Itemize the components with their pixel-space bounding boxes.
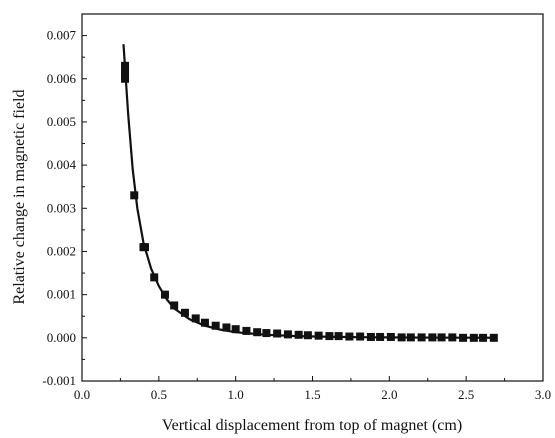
x-tick-label: 0.5 bbox=[151, 387, 167, 402]
y-tick-label: 0.005 bbox=[47, 114, 76, 129]
data-point bbox=[121, 70, 130, 79]
data-point bbox=[437, 333, 446, 342]
data-point bbox=[200, 318, 209, 327]
x-tick-label: 0.0 bbox=[74, 387, 90, 402]
data-point bbox=[448, 333, 457, 342]
data-point bbox=[345, 332, 354, 341]
data-point bbox=[283, 330, 292, 339]
y-tick-label: 0.001 bbox=[47, 287, 76, 302]
x-tick-label: 1.5 bbox=[304, 387, 320, 402]
data-point bbox=[397, 333, 406, 342]
data-point bbox=[479, 333, 488, 342]
x-axis-title: Vertical displacement from top of magnet… bbox=[162, 417, 462, 434]
data-point bbox=[489, 333, 498, 342]
data-point bbox=[222, 323, 231, 332]
y-tick-label: 0.000 bbox=[47, 330, 76, 345]
x-tick-label: 2.0 bbox=[381, 387, 397, 402]
data-point bbox=[376, 332, 385, 341]
data-point bbox=[469, 333, 478, 342]
data-point bbox=[273, 329, 282, 338]
fit-curve bbox=[122, 44, 497, 339]
data-point bbox=[253, 328, 262, 337]
data-point bbox=[121, 61, 130, 70]
data-point bbox=[406, 333, 415, 342]
data-point bbox=[366, 332, 375, 341]
data-point bbox=[242, 326, 251, 335]
y-tick-label: 0.002 bbox=[47, 243, 76, 258]
plot-frame bbox=[81, 13, 544, 382]
data-point bbox=[262, 329, 271, 338]
data-point bbox=[386, 332, 395, 341]
data-point bbox=[325, 332, 334, 341]
data-point bbox=[314, 331, 323, 340]
y-axis-ticks: -0.001 0.000 0.001 0.002 0.003 0.004 0.005 0.00… bbox=[42, 28, 87, 388]
y-tick-label: -0.001 bbox=[42, 373, 76, 388]
data-point bbox=[150, 273, 159, 282]
y-tick-label: 0.007 bbox=[47, 28, 77, 43]
data-point bbox=[141, 243, 150, 252]
y-axis-title: Relative change in magnetic field bbox=[11, 89, 28, 304]
data-point bbox=[130, 191, 139, 200]
data-point bbox=[121, 66, 130, 75]
data-point bbox=[356, 332, 365, 341]
x-tick-label: 3.0 bbox=[535, 387, 551, 402]
data-point bbox=[334, 332, 343, 341]
y-tick-label: 0.006 bbox=[47, 71, 77, 86]
data-point bbox=[170, 301, 179, 310]
series-layer bbox=[121, 44, 498, 342]
x-tick-label: 1.0 bbox=[228, 387, 244, 402]
data-point bbox=[191, 314, 200, 323]
data-point bbox=[211, 321, 220, 330]
y-tick-label: 0.004 bbox=[47, 157, 77, 172]
y-tick-label: 0.003 bbox=[47, 200, 76, 215]
data-point bbox=[121, 74, 130, 83]
data-point bbox=[459, 333, 468, 342]
data-point bbox=[428, 333, 437, 342]
data-point bbox=[160, 290, 169, 299]
data-point bbox=[417, 333, 426, 342]
data-point bbox=[294, 330, 303, 339]
data-point bbox=[303, 331, 312, 340]
x-tick-label: 2.5 bbox=[458, 387, 474, 402]
x-axis-ticks: 0.0 0.5 1.0 1.5 2.0 2.5 3.0 bbox=[74, 376, 551, 402]
data-point bbox=[180, 308, 189, 317]
data-point bbox=[231, 325, 240, 334]
